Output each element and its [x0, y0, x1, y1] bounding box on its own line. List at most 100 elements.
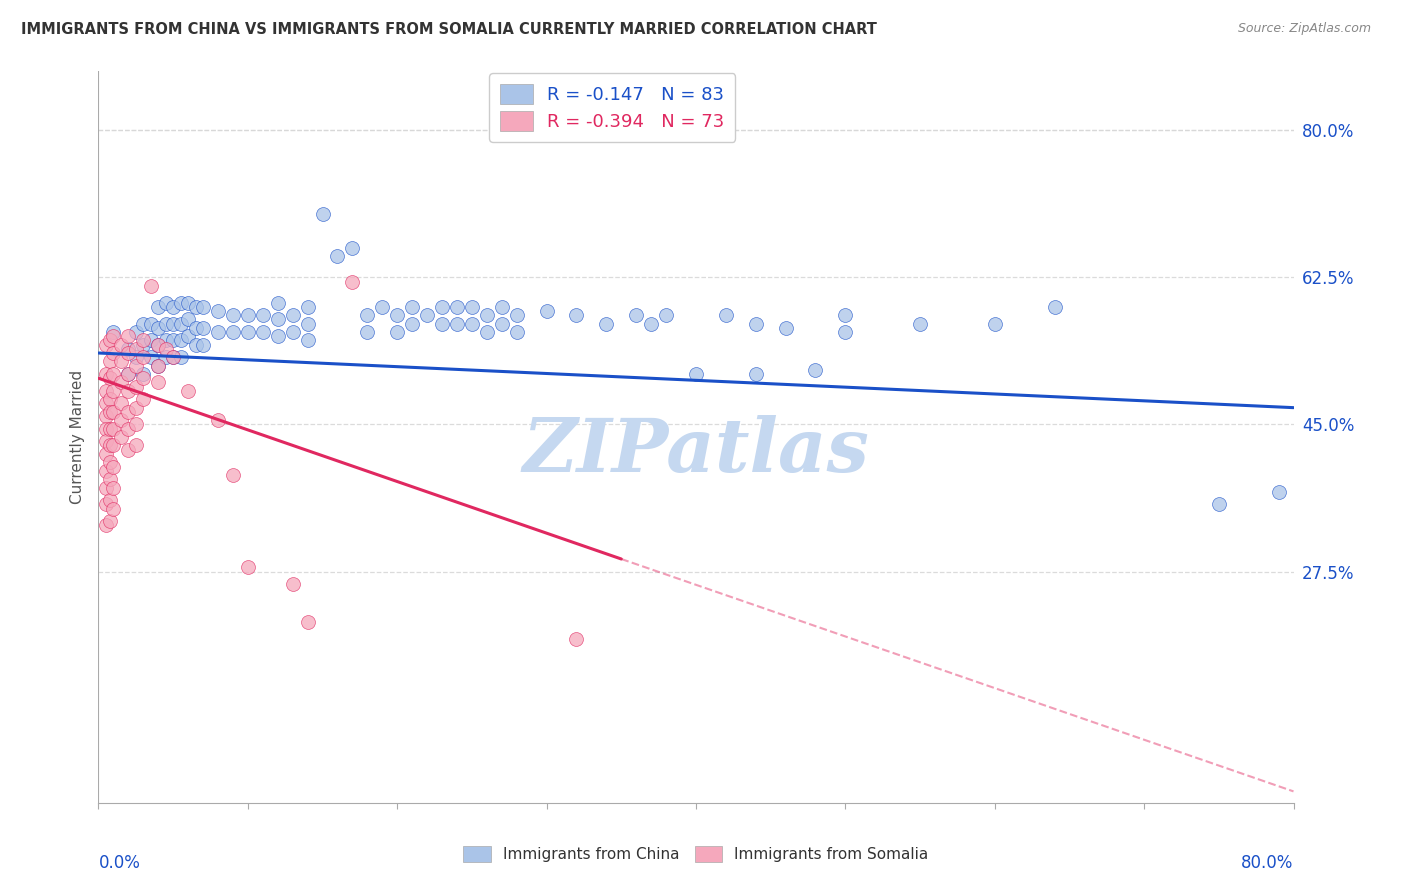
Point	[132, 317, 155, 331]
Point	[94, 497, 117, 511]
Point	[117, 367, 139, 381]
Point	[401, 317, 423, 331]
Point	[155, 350, 177, 364]
Point	[401, 300, 423, 314]
Point	[222, 325, 245, 339]
Point	[222, 467, 245, 482]
Point	[155, 317, 177, 331]
Point	[252, 308, 274, 322]
Text: IMMIGRANTS FROM CHINA VS IMMIGRANTS FROM SOMALIA CURRENTLY MARRIED CORRELATION C: IMMIGRANTS FROM CHINA VS IMMIGRANTS FROM…	[21, 22, 877, 37]
Text: ZIPatlas: ZIPatlas	[523, 416, 869, 488]
Point	[446, 300, 468, 314]
Point	[169, 295, 191, 310]
Point	[94, 447, 117, 461]
Point	[475, 308, 498, 322]
Point	[148, 337, 170, 351]
Point	[356, 325, 378, 339]
Point	[430, 300, 453, 314]
Point	[148, 320, 170, 334]
Point	[139, 350, 162, 364]
Point	[103, 367, 125, 381]
Point	[834, 325, 856, 339]
Point	[110, 396, 132, 410]
Point	[281, 577, 304, 591]
Point	[98, 422, 122, 436]
Point	[745, 317, 768, 331]
Point	[177, 295, 200, 310]
Point	[461, 317, 484, 331]
Point	[184, 337, 207, 351]
Point	[184, 300, 207, 314]
Point	[125, 342, 148, 356]
Point	[326, 249, 349, 263]
Point	[98, 493, 122, 508]
Point	[98, 514, 122, 528]
Point	[207, 325, 229, 339]
Point	[191, 300, 214, 314]
Point	[110, 430, 132, 444]
Point	[125, 401, 148, 415]
Point	[148, 337, 170, 351]
Point	[117, 384, 139, 398]
Point	[132, 371, 155, 385]
Point	[117, 367, 139, 381]
Point	[132, 367, 155, 381]
Point	[148, 376, 170, 390]
Point	[297, 317, 319, 331]
Point	[267, 329, 290, 343]
Point	[117, 422, 139, 436]
Point	[117, 442, 139, 457]
Point	[132, 334, 155, 348]
Point	[177, 312, 200, 326]
Point	[94, 409, 117, 423]
Point	[908, 317, 931, 331]
Text: 80.0%: 80.0%	[1241, 854, 1294, 872]
Point	[191, 337, 214, 351]
Point	[94, 337, 117, 351]
Text: Source: ZipAtlas.com: Source: ZipAtlas.com	[1237, 22, 1371, 36]
Point	[169, 350, 191, 364]
Point	[103, 384, 125, 398]
Point	[236, 560, 259, 574]
Point	[103, 329, 125, 343]
Point	[162, 317, 184, 331]
Point	[191, 320, 214, 334]
Point	[446, 317, 468, 331]
Point	[103, 405, 125, 419]
Point	[311, 207, 333, 221]
Point	[252, 325, 274, 339]
Point	[110, 337, 132, 351]
Point	[94, 367, 117, 381]
Point	[98, 405, 122, 419]
Point	[385, 325, 409, 339]
Point	[184, 320, 207, 334]
Point	[236, 308, 259, 322]
Point	[177, 384, 200, 398]
Point	[491, 300, 513, 314]
Point	[94, 434, 117, 449]
Point	[117, 329, 139, 343]
Point	[125, 438, 148, 452]
Point	[148, 359, 170, 373]
Point	[342, 275, 364, 289]
Point	[98, 334, 122, 348]
Point	[155, 295, 177, 310]
Point	[148, 359, 170, 373]
Point	[139, 317, 162, 331]
Point	[745, 367, 768, 381]
Point	[125, 350, 148, 364]
Point	[804, 363, 827, 377]
Point	[416, 308, 439, 322]
Point	[371, 300, 394, 314]
Point	[356, 308, 378, 322]
Point	[565, 308, 588, 322]
Point	[491, 317, 513, 331]
Y-axis label: Currently Married: Currently Married	[69, 370, 84, 504]
Point	[103, 438, 125, 452]
Point	[103, 501, 125, 516]
Point	[103, 325, 125, 339]
Point	[98, 392, 122, 407]
Point	[1043, 300, 1066, 314]
Point	[506, 308, 529, 322]
Point	[103, 422, 125, 436]
